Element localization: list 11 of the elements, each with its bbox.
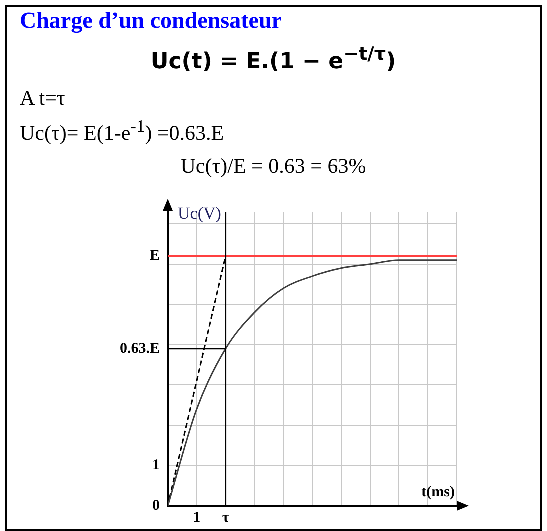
ref-line-label: E	[150, 248, 160, 264]
y-axis-title: Uc(V)	[178, 204, 222, 223]
text: Uc(τ)= E(1-e$^{-1}$) =0.63.E	[20, 116, 224, 146]
series-label: 0.63.E	[120, 340, 160, 357]
x-axis-title: t(ms)	[422, 484, 455, 500]
text: A t=τ	[20, 86, 66, 111]
chart-title: Charge d’un condensateur	[20, 8, 282, 34]
x-tick-label: τ	[222, 510, 230, 526]
text: Uc(τ)/E = 0.63 = 63%	[180, 154, 368, 179]
text: Uc(t) = E.(1 − e$^{−t/τ}$)	[150, 44, 398, 74]
y-tick-label: 0	[152, 498, 160, 514]
